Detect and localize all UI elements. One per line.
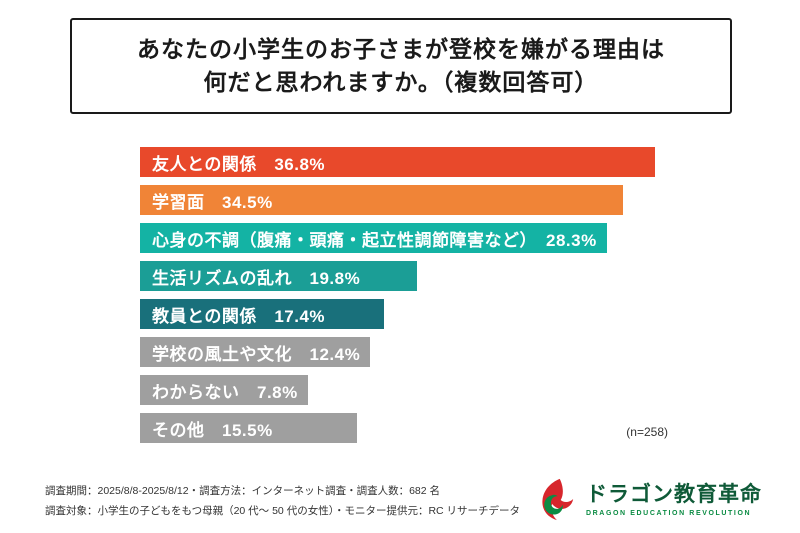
bar-row: 生活リズムの乱れ 19.8% [140,261,700,291]
bar-row: 教員との関係 17.4% [140,299,700,329]
bar-row: 友人との関係 36.8% [140,147,700,177]
bar: 教員との関係 17.4% [140,299,384,329]
bar-row: その他 15.5% [140,413,700,443]
bar-label: 教員との関係 17.4% [140,299,336,329]
bar-label: 生活リズムの乱れ 19.8% [140,261,371,291]
bar: 心身の不調（腹痛・頭痛・起立性調節障害など） 28.3% [140,223,607,253]
bar: 学校の風土や文化 12.4% [140,337,371,367]
sample-size-label: (n=258) [626,425,668,439]
chart-title-line-2: 何だと思われますか。（複数回答可） [203,69,599,96]
bar-row: 心身の不調（腹痛・頭痛・起立性調節障害など） 28.3% [140,223,700,253]
bar-label: わからない 7.8% [140,375,308,405]
bar-row: 学校の風土や文化 12.4% [140,337,700,367]
chart-title-line-1: あなたの小学生のお子さまが登校を嫌がる理由は [137,36,665,62]
brand-logo: ドラゴン教育革命 DRAGON EDUCATION REVOLUTION [531,477,762,523]
bar-row: わからない 7.8% [140,375,700,405]
brand-subtitle: DRAGON EDUCATION REVOLUTION [586,509,752,517]
bar-chart: 友人との関係 36.8% 学習面 34.5% 心身の不調（腹痛・頭痛・起立性調節障害… [140,147,700,443]
survey-footnote: 調査期間：2025/8/8-2025/8/12・調査方法：インターネット調査・調… [45,482,520,521]
bar-row: 学習面 34.5% [140,185,700,215]
bar-label: 学習面 34.5% [140,185,283,215]
bar: 友人との関係 36.8% [140,147,656,177]
chart-title-box: あなたの小学生のお子さまが登校を嫌がる理由は 何だと思われますか。（複数回答可） [70,18,732,114]
bar-label: その他 15.5% [140,413,283,443]
survey-footnote-line-2: 調査対象：小学生の子どもをもつ母親（20 代〜 50 代の女性）・モニター提供元… [45,504,521,517]
bar: その他 15.5% [140,413,357,443]
bar-label: 心身の不調（腹痛・頭痛・起立性調節障害など） 28.3% [140,223,607,253]
bar: わからない 7.8% [140,375,308,405]
brand-name: ドラゴン教育革命 [586,483,762,507]
bar: 生活リズムの乱れ 19.8% [140,261,418,291]
bar: 学習面 34.5% [140,185,623,215]
brand-text: ドラゴン教育革命 DRAGON EDUCATION REVOLUTION [586,483,762,516]
bar-label: 友人との関係 36.8% [140,147,336,177]
dragon-logo-icon [542,478,574,521]
survey-footnote-line-1: 調査期間：2025/8/8-2025/8/12・調査方法：インターネット調査・調… [45,485,441,498]
bar-label: 学校の風土や文化 12.4% [140,337,371,367]
